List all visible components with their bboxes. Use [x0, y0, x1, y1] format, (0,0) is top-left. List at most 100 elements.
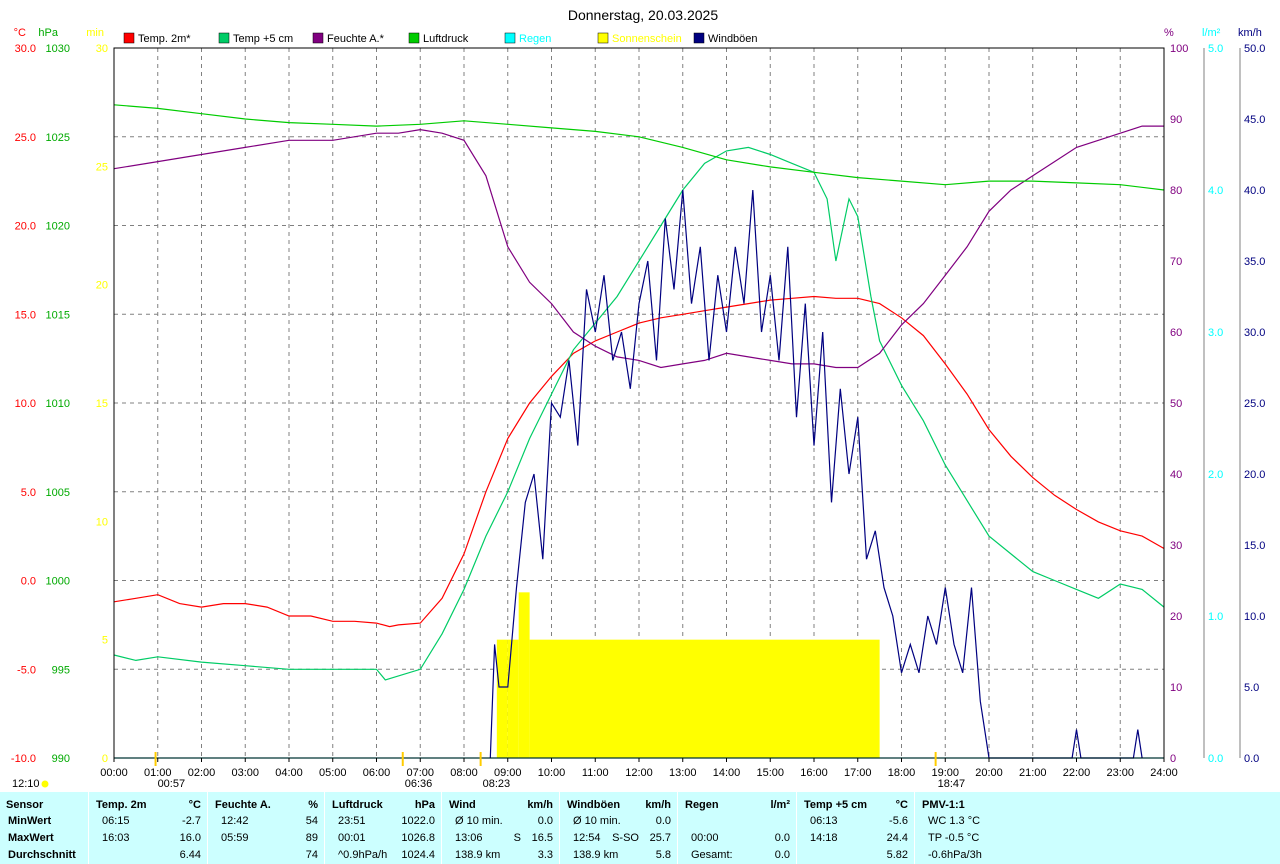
footer-cell-label: 06:13	[810, 815, 838, 827]
footer-col-header: Windböen	[567, 799, 621, 811]
temp-tick-label: 20.0	[15, 221, 36, 233]
footer-cell-value: 0.0	[537, 815, 553, 827]
humidity-tick-label: 10	[1170, 682, 1182, 694]
footer-separator	[207, 792, 208, 864]
footer-cell-value: 0.0	[774, 832, 790, 844]
footer-cell-label: WC 1.3 °C	[928, 815, 981, 827]
x-tick-label: 14:00	[713, 767, 741, 779]
footer-cell-label: 16:03	[102, 832, 130, 844]
footer-cell-value: 16.5	[531, 832, 553, 844]
legend-label: Temp. 2m*	[138, 33, 191, 45]
footer-cell-value: 1026.8	[401, 832, 435, 844]
temp-tick-label: 10.0	[15, 398, 36, 410]
marker-label: 12:10	[12, 778, 40, 790]
temp-tick-label: 30.0	[15, 43, 36, 55]
footer-cell-value: -5.6	[889, 815, 908, 827]
humidity-axis-unit: %	[1164, 27, 1174, 39]
legend-label: Regen	[519, 33, 551, 45]
footer-col-header: Temp +5 cm	[804, 799, 868, 811]
x-tick-label: 05:00	[319, 767, 347, 779]
wind-axis-unit: km/h	[1238, 27, 1262, 39]
footer-cell-direction: S-SO	[612, 832, 639, 844]
legend-label: Luftdruck	[423, 33, 469, 45]
footer-col-header: Sensor	[6, 799, 44, 811]
footer-cell-label: 00:01	[338, 832, 366, 844]
temp-tick-label: 25.0	[15, 132, 36, 144]
footer-cell-value: 1024.4	[401, 849, 435, 861]
temp-tick-label: 0.0	[21, 576, 36, 588]
series-windb-en	[489, 189, 1143, 759]
footer-cell-value: 5.82	[886, 849, 908, 861]
footer-cell-value: 74	[305, 849, 318, 861]
temp-tick-label: -5.0	[17, 664, 36, 676]
footer-separator	[441, 792, 442, 864]
pressure-axis-unit: hPa	[38, 27, 58, 39]
footer-cell-value: 24.4	[886, 832, 908, 844]
x-tick-label: 13:00	[669, 767, 697, 779]
footer-cell-direction: S	[513, 832, 521, 844]
humidity-tick-label: 70	[1170, 256, 1182, 268]
marker-label: 00:57	[158, 778, 186, 790]
footer-cell-label: 14:18	[810, 832, 838, 844]
footer-cell-value: 16.0	[179, 832, 201, 844]
legend-swatch	[123, 32, 135, 44]
footer-col-header: PMV-1:1	[922, 799, 965, 811]
footer-cell-label: 05:59	[221, 832, 249, 844]
legend-label: Windböen	[708, 33, 758, 45]
x-tick-label: 21:00	[1019, 767, 1047, 779]
temp-tick-label: 5.0	[21, 487, 36, 499]
x-tick-label: 02:00	[188, 767, 216, 779]
rain-tick-label: 2.0	[1208, 469, 1223, 481]
x-tick-label: 18:00	[888, 767, 916, 779]
temp-tick-label: 15.0	[15, 309, 36, 321]
rain-tick-label: 5.0	[1208, 43, 1223, 55]
wind-tick-label: 45.0	[1244, 114, 1265, 126]
x-tick-label: 11:00	[582, 767, 609, 779]
legend-swatch	[504, 32, 516, 44]
sunshine-bar	[507, 639, 519, 758]
legend-swatch	[408, 32, 420, 44]
footer-cell-label: 12:54	[573, 832, 601, 844]
footer-cell-value: 1022.0	[401, 815, 435, 827]
series-luftdruck	[113, 104, 1165, 191]
footer-col-header: Luftdruck	[332, 799, 383, 811]
x-tick-label: 17:00	[844, 767, 872, 779]
footer-cell-label: Durchschnitt	[8, 849, 76, 861]
pressure-tick-label: 1030	[46, 43, 70, 55]
x-tick-label: 19:00	[931, 767, 959, 779]
sunshine-bar	[518, 592, 530, 758]
footer-col-unit: km/h	[645, 799, 671, 811]
x-tick-label: 06:00	[363, 767, 391, 779]
marker-label: 18:47	[938, 778, 966, 790]
wind-tick-label: 5.0	[1244, 682, 1259, 694]
humidity-tick-label: 90	[1170, 114, 1182, 126]
footer-cell-value: 5.8	[655, 849, 671, 861]
wind-tick-label: 35.0	[1244, 256, 1265, 268]
pressure-tick-label: 995	[52, 664, 70, 676]
temp-axis-unit: °C	[14, 27, 26, 39]
footer-col-unit: °C	[895, 799, 908, 811]
footer-cell-label: -0.6hPa/3h	[928, 849, 982, 861]
footer-col-header: Temp. 2m	[96, 799, 147, 811]
footer-separator	[796, 792, 797, 864]
wind-tick-label: 10.0	[1244, 611, 1265, 623]
legend-swatch	[218, 32, 230, 44]
sunshine-tick-label: 30	[96, 43, 108, 55]
marker-label: 08:23	[483, 778, 511, 790]
x-tick-label: 22:00	[1063, 767, 1091, 779]
sunshine-axis-unit: min	[86, 27, 104, 39]
sunshine-bar	[496, 639, 508, 758]
chart-title: Donnerstag, 20.03.2025	[568, 7, 718, 23]
x-tick-label: 10:00	[538, 767, 566, 779]
rain-tick-label: 3.0	[1208, 327, 1223, 339]
footer-cell-label: 138.9 km	[455, 849, 501, 861]
x-tick-label: 23:00	[1106, 767, 1134, 779]
series-temp-5-cm	[113, 146, 1165, 681]
legend-swatch	[312, 32, 324, 44]
legend-label: Feuchte A.*	[327, 33, 385, 45]
rain-tick-label: 4.0	[1208, 185, 1223, 197]
legend-swatch	[693, 32, 705, 44]
humidity-tick-label: 40	[1170, 469, 1182, 481]
wind-tick-label: 25.0	[1244, 398, 1265, 410]
wind-tick-label: 50.0	[1244, 43, 1265, 55]
